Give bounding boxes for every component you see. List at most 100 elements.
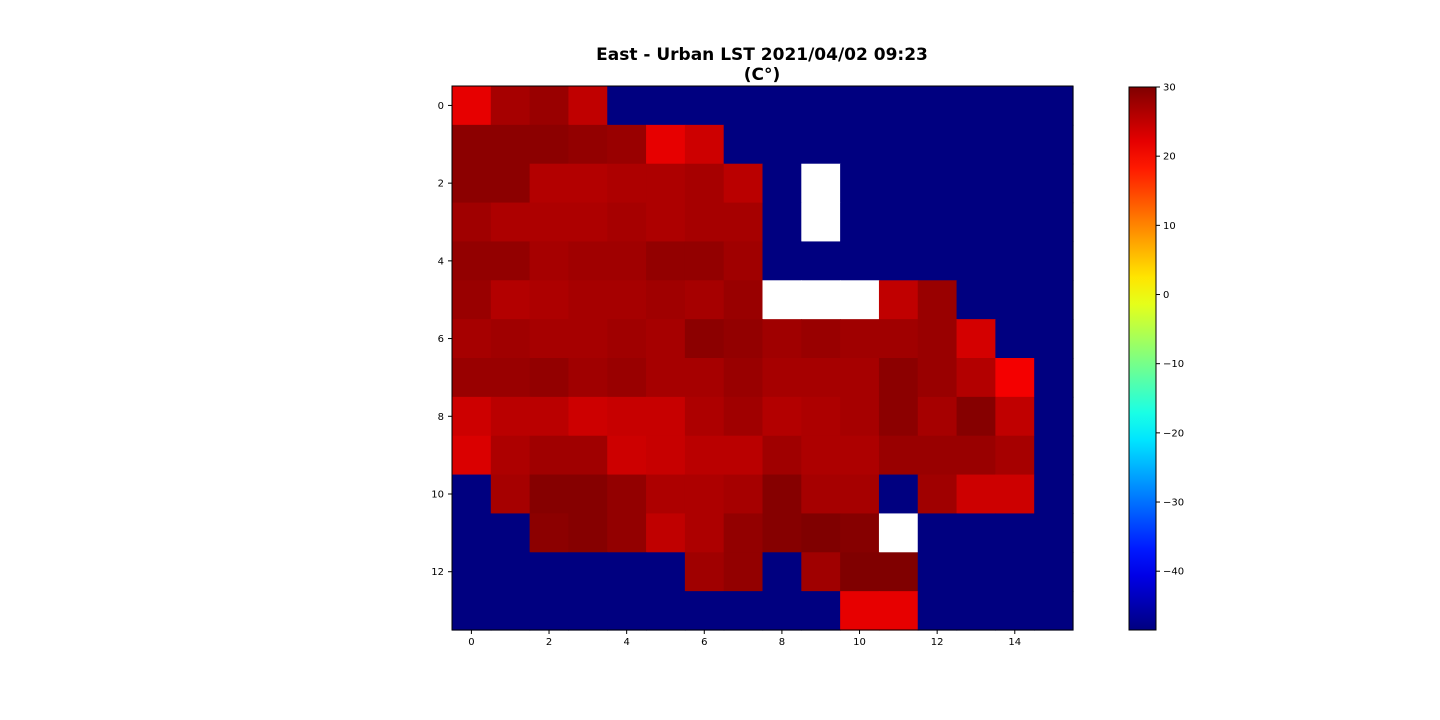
heatmap-cell bbox=[879, 436, 918, 475]
heatmap-cell bbox=[840, 475, 879, 514]
heatmap-cell bbox=[1034, 475, 1073, 514]
heatmap-cell bbox=[763, 552, 802, 591]
heatmap-cell bbox=[685, 86, 724, 125]
heatmap-cell bbox=[724, 436, 763, 475]
heatmap-cell bbox=[452, 241, 491, 280]
heatmap-cell bbox=[995, 203, 1034, 242]
heatmap-cell bbox=[607, 319, 646, 358]
heatmap-cell bbox=[801, 241, 840, 280]
heatmap-cell bbox=[957, 591, 996, 630]
heatmap-cell bbox=[530, 358, 569, 397]
heatmap-cell bbox=[879, 397, 918, 436]
heatmap-cell bbox=[452, 436, 491, 475]
heatmap-cell bbox=[763, 319, 802, 358]
heatmap-cell bbox=[568, 241, 607, 280]
heatmap-cell bbox=[530, 164, 569, 203]
heatmap-cell bbox=[568, 203, 607, 242]
heatmap-cell bbox=[995, 125, 1034, 164]
heatmap-cell bbox=[763, 513, 802, 552]
heatmap-cell bbox=[879, 475, 918, 514]
colorbar-tick-label: −20 bbox=[1163, 428, 1184, 439]
heatmap-cell bbox=[879, 125, 918, 164]
heatmap-cell bbox=[685, 436, 724, 475]
heatmap-cell bbox=[685, 280, 724, 319]
heatmap-cell bbox=[1034, 86, 1073, 125]
heatmap-cell bbox=[685, 475, 724, 514]
y-tick-label: 6 bbox=[438, 334, 444, 345]
heatmap-cell bbox=[957, 319, 996, 358]
heatmap-cell bbox=[491, 513, 530, 552]
heatmap-cell bbox=[530, 475, 569, 514]
heatmap-cell bbox=[646, 86, 685, 125]
heatmap-cell bbox=[491, 358, 530, 397]
heatmap-cell bbox=[840, 552, 879, 591]
heatmap-cell bbox=[685, 513, 724, 552]
heatmap-cell bbox=[491, 86, 530, 125]
x-tick-label: 6 bbox=[701, 637, 707, 648]
heatmap-cell bbox=[685, 125, 724, 164]
x-tick-label: 12 bbox=[931, 637, 944, 648]
heatmap-cell bbox=[840, 397, 879, 436]
heatmap-cell bbox=[491, 475, 530, 514]
heatmap-cell bbox=[957, 358, 996, 397]
heatmap-cell bbox=[763, 125, 802, 164]
heatmap-cell bbox=[801, 436, 840, 475]
colorbar-tick-label: 10 bbox=[1163, 221, 1176, 232]
heatmap-cell bbox=[879, 591, 918, 630]
heatmap-cell bbox=[1034, 319, 1073, 358]
heatmap-cell bbox=[763, 591, 802, 630]
x-tick-label: 10 bbox=[853, 637, 866, 648]
heatmap-cell bbox=[491, 319, 530, 358]
heatmap-cell bbox=[530, 125, 569, 164]
heatmap-cell bbox=[568, 358, 607, 397]
heatmap-cell bbox=[801, 319, 840, 358]
heatmap-cell bbox=[530, 241, 569, 280]
heatmap-cell bbox=[646, 436, 685, 475]
heatmap-cell bbox=[607, 397, 646, 436]
heatmap-cell bbox=[957, 436, 996, 475]
heatmap-cell bbox=[491, 241, 530, 280]
heatmap-cell bbox=[646, 513, 685, 552]
heatmap-cell bbox=[491, 397, 530, 436]
colorbar-tick-label: −40 bbox=[1163, 567, 1184, 578]
heatmap-cell bbox=[568, 397, 607, 436]
heatmap-cell bbox=[957, 241, 996, 280]
heatmap-cell bbox=[530, 280, 569, 319]
heatmap-cell bbox=[801, 280, 840, 319]
heatmap-cell bbox=[918, 86, 957, 125]
heatmap-cell bbox=[957, 164, 996, 203]
heatmap-cell bbox=[607, 552, 646, 591]
heatmap-cell bbox=[995, 552, 1034, 591]
y-tick-label: 4 bbox=[438, 256, 444, 267]
heatmap-cell bbox=[763, 280, 802, 319]
heatmap-cell bbox=[646, 397, 685, 436]
heatmap-cell bbox=[530, 397, 569, 436]
heatmap-cell bbox=[957, 86, 996, 125]
heatmap-cell bbox=[646, 164, 685, 203]
heatmap-cell bbox=[995, 591, 1034, 630]
heatmap-cell bbox=[568, 475, 607, 514]
chart-subtitle: (C°) bbox=[744, 65, 781, 85]
heatmap-cell bbox=[724, 358, 763, 397]
heatmap-cell bbox=[763, 436, 802, 475]
heatmap-cell bbox=[530, 513, 569, 552]
heatmap-cell bbox=[918, 203, 957, 242]
heatmap-cells bbox=[452, 86, 1074, 631]
heatmap-cell bbox=[685, 591, 724, 630]
heatmap-cell bbox=[995, 397, 1034, 436]
heatmap-cell bbox=[918, 552, 957, 591]
heatmap-cell bbox=[568, 319, 607, 358]
heatmap-cell bbox=[840, 203, 879, 242]
heatmap-cell bbox=[452, 397, 491, 436]
heatmap-cell bbox=[801, 475, 840, 514]
heatmap-cell bbox=[801, 164, 840, 203]
heatmap-cell bbox=[607, 86, 646, 125]
heatmap-cell bbox=[801, 358, 840, 397]
heatmap-cell bbox=[957, 125, 996, 164]
heatmap-cell bbox=[918, 358, 957, 397]
heatmap-cell bbox=[607, 475, 646, 514]
x-tick-label: 2 bbox=[546, 637, 552, 648]
heatmap-cell bbox=[763, 86, 802, 125]
heatmap-cell bbox=[646, 125, 685, 164]
